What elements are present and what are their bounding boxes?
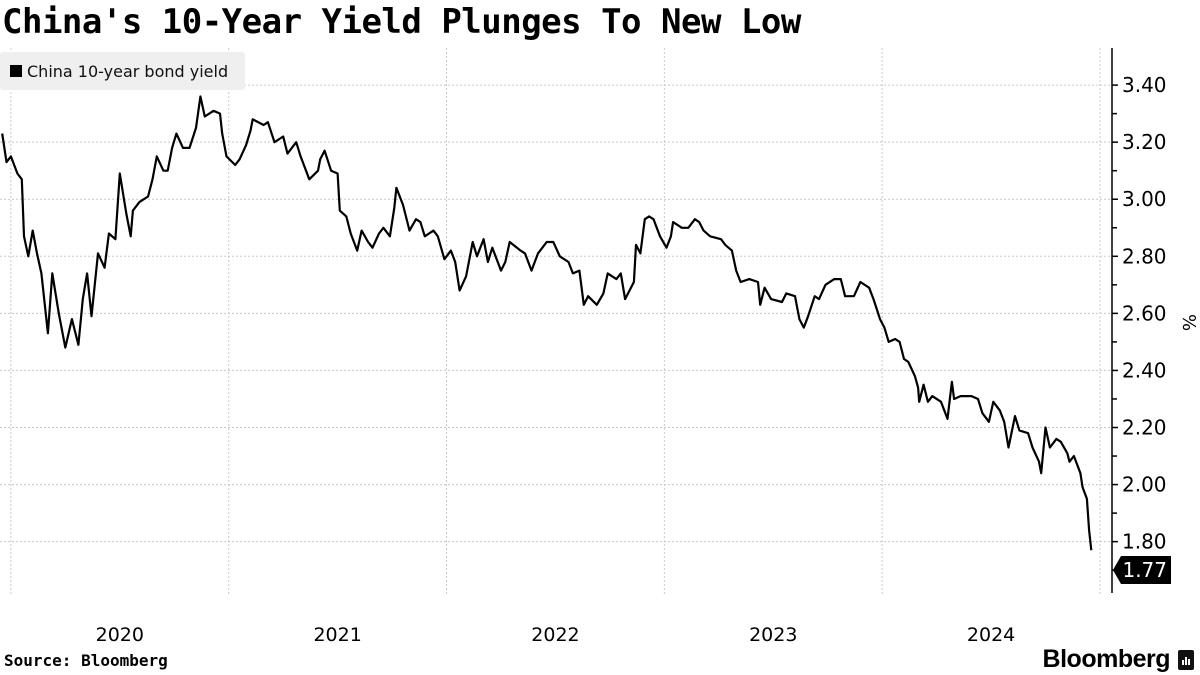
y-tick-label: 2.80 [1122, 244, 1167, 268]
y-tick-label: 1.80 [1122, 530, 1167, 554]
x-tick-label: 2021 [313, 624, 361, 646]
x-tick-label: 2022 [531, 624, 579, 646]
legend-swatch [10, 65, 22, 77]
x-tick-label: 2023 [749, 624, 797, 646]
last-value-label: 1.77 [1122, 558, 1167, 582]
bloomberg-chart-icon [1178, 650, 1194, 670]
y-tick-label: 3.00 [1122, 187, 1167, 211]
y-tick-label: 2.00 [1122, 473, 1167, 497]
chart-title: China's 10-Year Yield Plunges To New Low [2, 2, 801, 42]
y-tick-label: 2.60 [1122, 301, 1167, 325]
bloomberg-logo: Bloomberg [1042, 645, 1171, 673]
y-tick-label: 2.40 [1122, 358, 1167, 382]
y-tick-label: 3.40 [1122, 73, 1167, 97]
y-axis-unit: % [1178, 313, 1200, 332]
x-tick-label: 2020 [96, 624, 144, 646]
y-tick-label: 3.20 [1122, 130, 1167, 154]
legend-label: China 10-year bond yield [27, 61, 229, 81]
y-tick-label: 2.20 [1122, 416, 1167, 440]
source-note: Source: Bloomberg [4, 651, 168, 670]
x-tick-label: 2024 [967, 624, 1015, 646]
last-value-tag: 1.77 [1113, 556, 1171, 584]
series-line-china-10y-yield [1, 95, 1093, 551]
legend: China 10-year bond yield [0, 52, 245, 90]
